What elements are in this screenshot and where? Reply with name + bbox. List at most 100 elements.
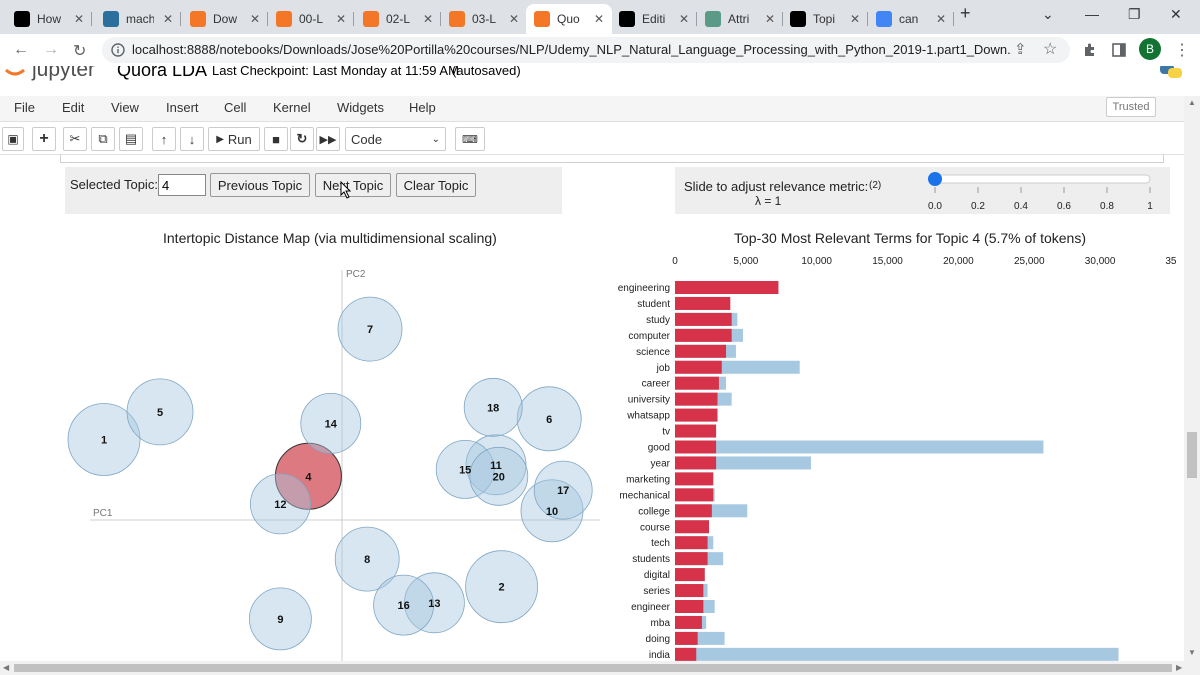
- interrupt-button[interactable]: ■: [264, 127, 288, 151]
- tab-close-icon[interactable]: ✕: [764, 12, 775, 26]
- term-label[interactable]: good: [648, 443, 670, 454]
- move-down-button[interactable]: ↓: [180, 127, 204, 151]
- term-label[interactable]: engineering: [618, 283, 670, 294]
- menu-insert[interactable]: Insert: [166, 100, 199, 115]
- term-label[interactable]: computer: [628, 331, 670, 342]
- tab-close-icon[interactable]: ✕: [335, 12, 346, 26]
- topic-frequency-bar[interactable]: [675, 456, 717, 470]
- menu-edit[interactable]: Edit: [62, 100, 85, 115]
- reload-icon[interactable]: ↻: [73, 43, 87, 60]
- overall-frequency-bar[interactable]: [675, 440, 1044, 454]
- topic-frequency-bar[interactable]: [675, 376, 719, 390]
- slider-track[interactable]: [934, 174, 1151, 184]
- term-label[interactable]: job: [656, 363, 671, 374]
- topic-circle[interactable]: [403, 572, 465, 634]
- forward-arrow-icon[interactable]: →: [43, 41, 59, 58]
- tab-search-chevron-icon[interactable]: ⌄: [1042, 6, 1054, 22]
- jupyter-logo-icon[interactable]: [3, 66, 27, 80]
- topic-frequency-bar[interactable]: [675, 360, 722, 374]
- browser-tab[interactable]: 00-L ✕: [268, 4, 354, 34]
- browser-tab[interactable]: Quo ✕: [526, 4, 612, 34]
- run-button[interactable]: ▶ Run: [208, 127, 260, 151]
- extensions-puzzle-icon[interactable]: [1082, 42, 1098, 58]
- term-label[interactable]: tv: [662, 427, 670, 438]
- scroll-right-icon[interactable]: ▶: [1176, 663, 1183, 672]
- topic-circle[interactable]: [249, 473, 311, 535]
- paste-button[interactable]: ▤: [119, 127, 143, 151]
- cut-button[interactable]: ✂: [63, 127, 87, 151]
- topic-circle[interactable]: [334, 526, 400, 592]
- browser-tab[interactable]: 02-L ✕: [355, 4, 441, 34]
- tab-close-icon[interactable]: ✕: [935, 12, 946, 26]
- topic-frequency-bar[interactable]: [675, 584, 704, 598]
- tab-close-icon[interactable]: ✕: [162, 12, 173, 26]
- overall-frequency-bar[interactable]: [675, 647, 1119, 661]
- topic-circle[interactable]: [469, 446, 529, 506]
- term-label[interactable]: student: [637, 299, 670, 310]
- topic-frequency-bar[interactable]: [675, 536, 708, 550]
- tab-close-icon[interactable]: ✕: [508, 12, 519, 26]
- term-label[interactable]: marketing: [626, 474, 670, 485]
- term-label[interactable]: mechanical: [619, 490, 670, 501]
- term-label[interactable]: engineer: [631, 602, 671, 613]
- term-label[interactable]: india: [649, 650, 671, 661]
- topic-circle[interactable]: [248, 587, 312, 651]
- topic-frequency-bar[interactable]: [675, 600, 704, 613]
- profile-avatar[interactable]: B: [1139, 38, 1161, 60]
- topic-frequency-bar[interactable]: [675, 504, 712, 518]
- topic-frequency-bar[interactable]: [675, 328, 732, 342]
- horizontal-scrollbar[interactable]: ◀ ▶: [0, 661, 1200, 675]
- window-close-icon[interactable]: ✕: [1170, 6, 1182, 22]
- horizontal-scroll-thumb[interactable]: [14, 664, 1172, 672]
- topic-frequency-bar[interactable]: [675, 472, 714, 486]
- topic-circle[interactable]: [463, 377, 523, 437]
- jupyter-wordmark[interactable]: jupyter: [32, 66, 96, 81]
- tab-close-icon[interactable]: ✕: [849, 12, 860, 26]
- term-label[interactable]: study: [646, 315, 670, 326]
- insert-cell-button[interactable]: +: [32, 127, 56, 151]
- browser-tab[interactable]: Dow ✕: [182, 4, 268, 34]
- clear-topic-button[interactable]: Clear Topic: [396, 173, 476, 197]
- topic-circle[interactable]: [67, 403, 141, 476]
- topic-frequency-bar[interactable]: [675, 488, 714, 502]
- term-label[interactable]: science: [636, 347, 670, 358]
- term-label[interactable]: series: [643, 586, 670, 597]
- browser-tab[interactable]: 03-L ✕: [441, 4, 527, 34]
- browser-tab[interactable]: How ✕: [6, 4, 92, 34]
- relevance-slider[interactable]: 0.0 0.2 0.4 0.6 0.8 1: [925, 167, 1170, 214]
- scroll-left-icon[interactable]: ◀: [3, 663, 10, 672]
- vertical-scroll-thumb[interactable]: [1187, 432, 1197, 478]
- topic-frequency-bar[interactable]: [675, 552, 708, 566]
- new-tab-plus-icon[interactable]: +: [960, 3, 971, 23]
- term-label[interactable]: mba: [651, 618, 671, 629]
- browser-tab[interactable]: Topi ✕: [782, 4, 868, 34]
- term-label[interactable]: students: [632, 554, 670, 565]
- topic-circle[interactable]: [516, 386, 582, 452]
- term-label[interactable]: doing: [646, 634, 670, 645]
- side-panel-icon[interactable]: [1111, 42, 1127, 58]
- term-label[interactable]: career: [642, 379, 671, 390]
- previous-topic-button[interactable]: Previous Topic: [210, 173, 310, 197]
- run-all-button[interactable]: ▶▶: [316, 127, 340, 151]
- topic-frequency-bar[interactable]: [675, 440, 717, 454]
- slider-handle[interactable]: [928, 172, 942, 186]
- tab-close-icon[interactable]: ✕: [593, 12, 604, 26]
- info-icon[interactable]: [111, 43, 125, 57]
- topic-circle[interactable]: [300, 392, 362, 454]
- topic-frequency-bar[interactable]: [675, 296, 731, 310]
- browser-tab[interactable]: Editi ✕: [611, 4, 697, 34]
- topic-circle[interactable]: [533, 460, 593, 520]
- maximize-icon[interactable]: ❐: [1128, 6, 1141, 22]
- term-label[interactable]: tech: [651, 538, 670, 549]
- menu-view[interactable]: View: [111, 100, 139, 115]
- menu-kernel[interactable]: Kernel: [273, 100, 311, 115]
- topic-frequency-bar[interactable]: [675, 281, 779, 294]
- topic-circle[interactable]: [337, 296, 403, 362]
- term-label[interactable]: year: [651, 458, 671, 469]
- topic-frequency-bar[interactable]: [675, 520, 710, 534]
- term-label[interactable]: whatsapp: [626, 411, 670, 422]
- browser-menu-kebab-icon[interactable]: ⋮: [1174, 42, 1190, 59]
- topic-frequency-bar[interactable]: [675, 568, 705, 582]
- term-label[interactable]: university: [628, 395, 670, 406]
- save-button[interactable]: ▣: [2, 127, 24, 151]
